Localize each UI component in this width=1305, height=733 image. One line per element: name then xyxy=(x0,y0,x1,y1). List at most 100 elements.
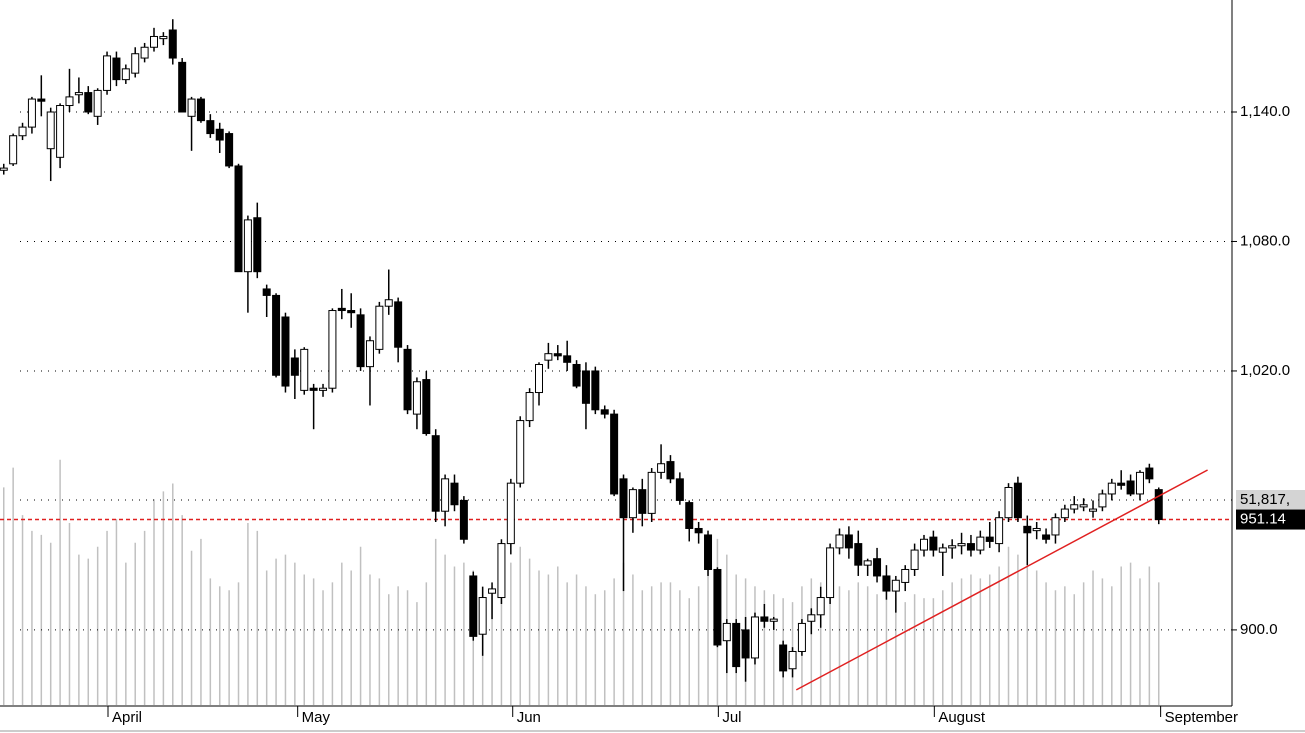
candle-body xyxy=(722,622,731,642)
candle-body xyxy=(121,68,130,81)
candle-body xyxy=(337,307,346,312)
candle-body xyxy=(619,478,628,519)
candle-body xyxy=(1135,471,1144,495)
candle-body xyxy=(628,489,637,519)
candle-body xyxy=(422,379,431,435)
candle-body xyxy=(65,96,74,107)
candle-body xyxy=(854,543,863,566)
volume-marker-label: 51,817, xyxy=(1240,491,1290,508)
candle-body xyxy=(581,370,590,404)
candle-body xyxy=(563,355,572,363)
candle-body xyxy=(431,435,440,512)
candle-body xyxy=(469,575,478,637)
candle-body xyxy=(140,46,149,59)
candle-body xyxy=(666,461,675,480)
y-tick-label: 1,020.0 xyxy=(1240,362,1290,379)
candle-body xyxy=(826,547,835,599)
candle-body xyxy=(1051,517,1060,536)
candle-body xyxy=(225,133,234,167)
candle-body xyxy=(347,310,356,314)
candle-body xyxy=(807,614,816,622)
candle-body xyxy=(948,545,957,549)
candle-body xyxy=(882,575,891,592)
candle-body xyxy=(572,363,581,387)
x-tick-label: August xyxy=(938,709,986,726)
x-tick-label: Jul xyxy=(722,709,741,726)
candle-body xyxy=(18,126,27,137)
candle-body xyxy=(647,471,656,514)
candle-body xyxy=(37,98,46,102)
candle-body xyxy=(375,305,384,350)
candle-body xyxy=(46,111,55,150)
candle-body xyxy=(281,316,290,387)
candle-body xyxy=(929,536,938,551)
candle-body xyxy=(1070,504,1079,510)
candle-body xyxy=(966,543,975,551)
candle-body xyxy=(938,547,947,553)
y-tick-label: 1,080.0 xyxy=(1240,232,1290,249)
candle-body xyxy=(9,135,18,165)
candle-body xyxy=(272,294,281,376)
candle-body xyxy=(901,568,910,583)
candle-body xyxy=(713,568,722,646)
candle-body xyxy=(844,534,853,549)
candle-body xyxy=(0,167,8,171)
candle-body xyxy=(1154,489,1163,521)
candle-body xyxy=(290,357,299,376)
candle-body xyxy=(657,463,666,473)
candle-body xyxy=(159,35,168,40)
candle-body xyxy=(1023,525,1032,534)
candle-body xyxy=(365,340,374,368)
candle-body xyxy=(779,644,788,672)
candle-body xyxy=(74,92,83,96)
candle-body xyxy=(976,536,985,551)
candle-body xyxy=(450,482,459,506)
candle-body xyxy=(112,57,121,81)
candle-body xyxy=(863,560,872,566)
candle-body xyxy=(1098,493,1107,508)
x-tick-label: Jun xyxy=(517,709,541,726)
candle-body xyxy=(760,616,769,622)
last-price-label: 951.14 xyxy=(1240,511,1286,528)
candle-body xyxy=(685,502,694,529)
x-tick-label: May xyxy=(302,709,331,726)
candle-body xyxy=(750,616,759,659)
x-tick-label: September xyxy=(1165,709,1238,726)
candle-body xyxy=(591,370,600,411)
candle-body xyxy=(704,534,713,570)
candle-body xyxy=(488,588,497,594)
candle-body xyxy=(412,381,421,415)
candle-body xyxy=(675,478,684,501)
candle-body xyxy=(535,363,543,394)
candle-body xyxy=(84,92,93,113)
candle-body xyxy=(525,392,534,422)
candle-body xyxy=(873,558,882,577)
candle-body xyxy=(497,543,506,599)
candle-body xyxy=(1145,467,1154,480)
candle-body xyxy=(243,219,252,273)
candle-body xyxy=(891,579,900,592)
candle-body xyxy=(93,89,102,117)
candle-body xyxy=(797,622,806,652)
candle-body xyxy=(56,105,65,158)
y-tick-label: 900.0 xyxy=(1240,621,1278,638)
candle-body xyxy=(835,534,844,549)
candle-body xyxy=(394,301,403,348)
candle-body xyxy=(638,489,647,514)
candle-body xyxy=(27,98,36,128)
trendline xyxy=(795,469,1208,691)
candle-body xyxy=(1032,527,1041,532)
candle-body xyxy=(328,310,337,389)
y-tick-label: 1,140.0 xyxy=(1240,103,1290,120)
last-price-box xyxy=(1236,509,1305,530)
candle-body xyxy=(262,288,271,296)
candle-body xyxy=(206,120,215,135)
candle-body xyxy=(103,55,112,91)
candle-body xyxy=(553,353,562,357)
candle-body xyxy=(384,299,393,307)
candle-body xyxy=(478,597,487,635)
candle-body xyxy=(196,98,205,122)
candle-body xyxy=(168,29,177,59)
candle-body xyxy=(995,517,1004,545)
